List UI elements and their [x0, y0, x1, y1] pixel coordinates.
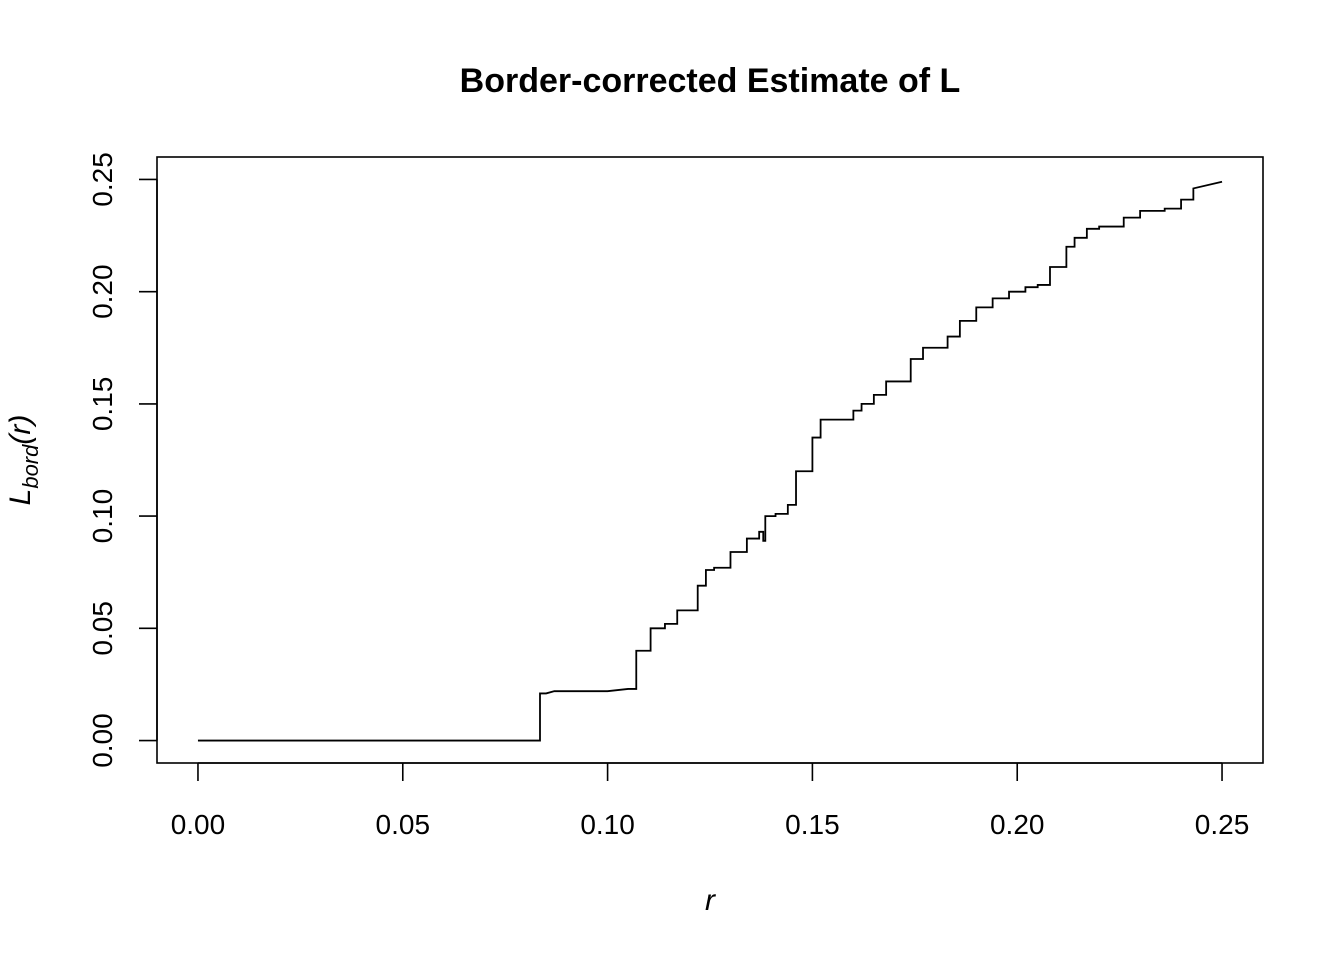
x-tick-label: 0.25: [1195, 809, 1250, 840]
y-axis-label-main: L: [4, 489, 37, 506]
y-tick-label: 0.00: [87, 713, 118, 768]
x-tick-label: 0.20: [990, 809, 1045, 840]
chart-title: Border-corrected Estimate of L: [460, 62, 961, 100]
x-tick-label: 0.10: [580, 809, 635, 840]
plot-frame: [156, 156, 1264, 764]
y-axis-label-suffix: (r): [4, 415, 37, 445]
x-tick-label: 0.05: [376, 809, 431, 840]
x-tick-label: 0.15: [785, 809, 840, 840]
y-axis: 0.00 0.05 0.10 0.15 0.20 0.25: [87, 152, 158, 768]
y-tick-label: 0.20: [87, 264, 118, 319]
y-axis-label: Lbord(r): [4, 415, 43, 506]
y-axis-label-subscript: bord: [18, 444, 43, 489]
x-tick-label: 0.00: [171, 809, 226, 840]
y-tick-label: 0.05: [87, 601, 118, 656]
x-axis-label: r: [705, 884, 716, 917]
y-tick-label: 0.10: [87, 489, 118, 544]
series-line-l-bord: [197, 180, 1223, 742]
y-tick-label: 0.15: [87, 377, 118, 432]
x-axis: 0.00 0.05 0.10 0.15 0.20 0.25: [171, 762, 1250, 840]
y-tick-label: 0.25: [87, 152, 118, 207]
